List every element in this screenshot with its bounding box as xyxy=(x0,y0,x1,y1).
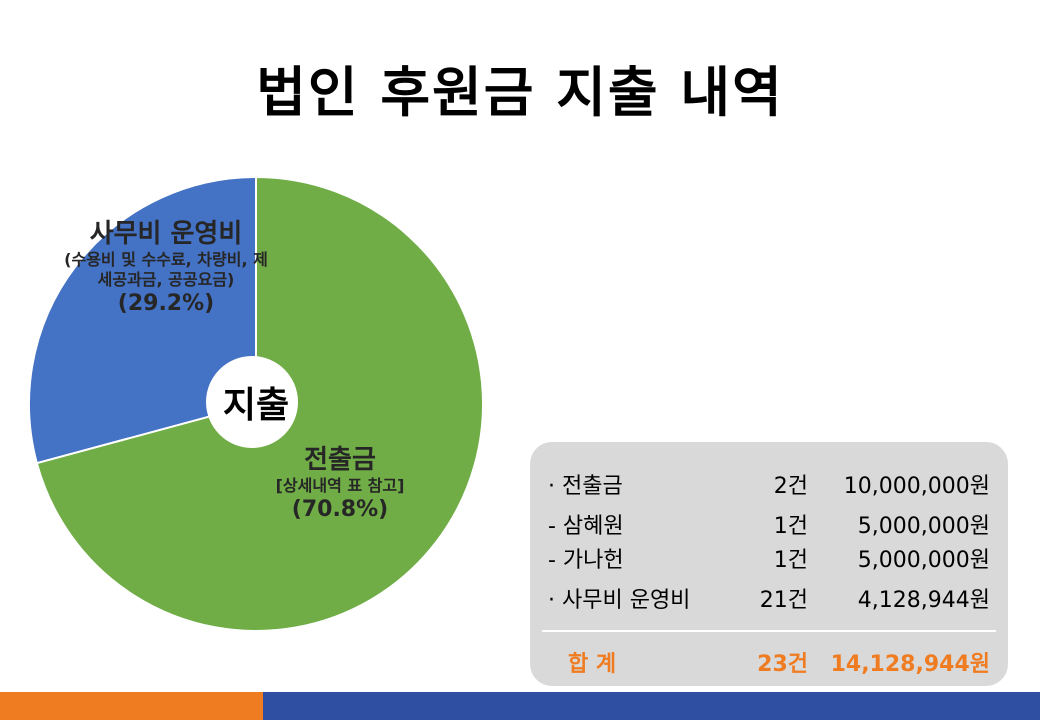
slice-label-percent: (29.2%) xyxy=(117,291,215,316)
row-amount: 4,128,944원 xyxy=(857,588,990,613)
slice-label-office-expense: 사무비 운영비 (수용비 및 수수료, 차량비, 제 세공과금, 공공요금) (… xyxy=(40,218,292,318)
summary-divider xyxy=(542,630,996,632)
row-amount: 10,000,000원 xyxy=(843,474,990,499)
pie-center-hole xyxy=(206,356,298,448)
total-amount: 14,128,944원 xyxy=(830,652,990,677)
summary-row: · 전출금 2건 10,000,000원 xyxy=(530,468,1008,499)
row-count: 21건 xyxy=(759,588,808,613)
summary-row: - 삼혜원 1건 5,000,000원 xyxy=(530,508,1008,539)
page-title: 법인 후원금 지출 내역 xyxy=(256,61,784,124)
summary-table: · 전출금 2건 10,000,000원 - 삼혜원 1건 5,000,000원… xyxy=(530,442,1008,686)
row-count: 1건 xyxy=(773,548,808,573)
row-label: · 전출금 xyxy=(548,474,623,499)
footer-bar-blue xyxy=(263,692,1040,720)
slice-label-detail: [상세내역 표 참고] xyxy=(275,476,405,495)
slice-label-percent: (70.8%) xyxy=(291,497,389,522)
row-label: · 사무비 운영비 xyxy=(548,588,691,613)
summary-row: · 사무비 운영비 21건 4,128,944원 xyxy=(530,582,1008,613)
row-label: - 삼혜원 xyxy=(548,514,624,539)
total-label: 합 계 xyxy=(568,652,617,677)
slice-label-name: 사무비 운영비 xyxy=(89,219,243,249)
summary-row: - 가나헌 1건 5,000,000원 xyxy=(530,542,1008,573)
pie-center-label: 지출 xyxy=(222,385,290,426)
footer-bar-orange xyxy=(0,692,263,720)
row-count: 1건 xyxy=(773,514,808,539)
slice-label-detail: 세공과금, 공공요금) xyxy=(97,270,235,289)
slice-label-detail: (수용비 및 수수료, 차량비, 제 xyxy=(64,250,268,269)
summary-total-row: 합 계 23건 14,128,944원 xyxy=(530,646,1008,677)
slice-label-name: 전출금 xyxy=(304,445,376,475)
row-label: - 가나헌 xyxy=(548,548,624,573)
pie-slice-0 xyxy=(28,175,257,465)
slice-label-transfer: 전출금 [상세내역 표 참고] (70.8%) xyxy=(240,444,440,524)
row-amount: 5,000,000원 xyxy=(857,548,990,573)
total-count: 23건 xyxy=(757,652,808,677)
row-amount: 5,000,000원 xyxy=(857,514,990,539)
row-count: 2건 xyxy=(773,474,808,499)
